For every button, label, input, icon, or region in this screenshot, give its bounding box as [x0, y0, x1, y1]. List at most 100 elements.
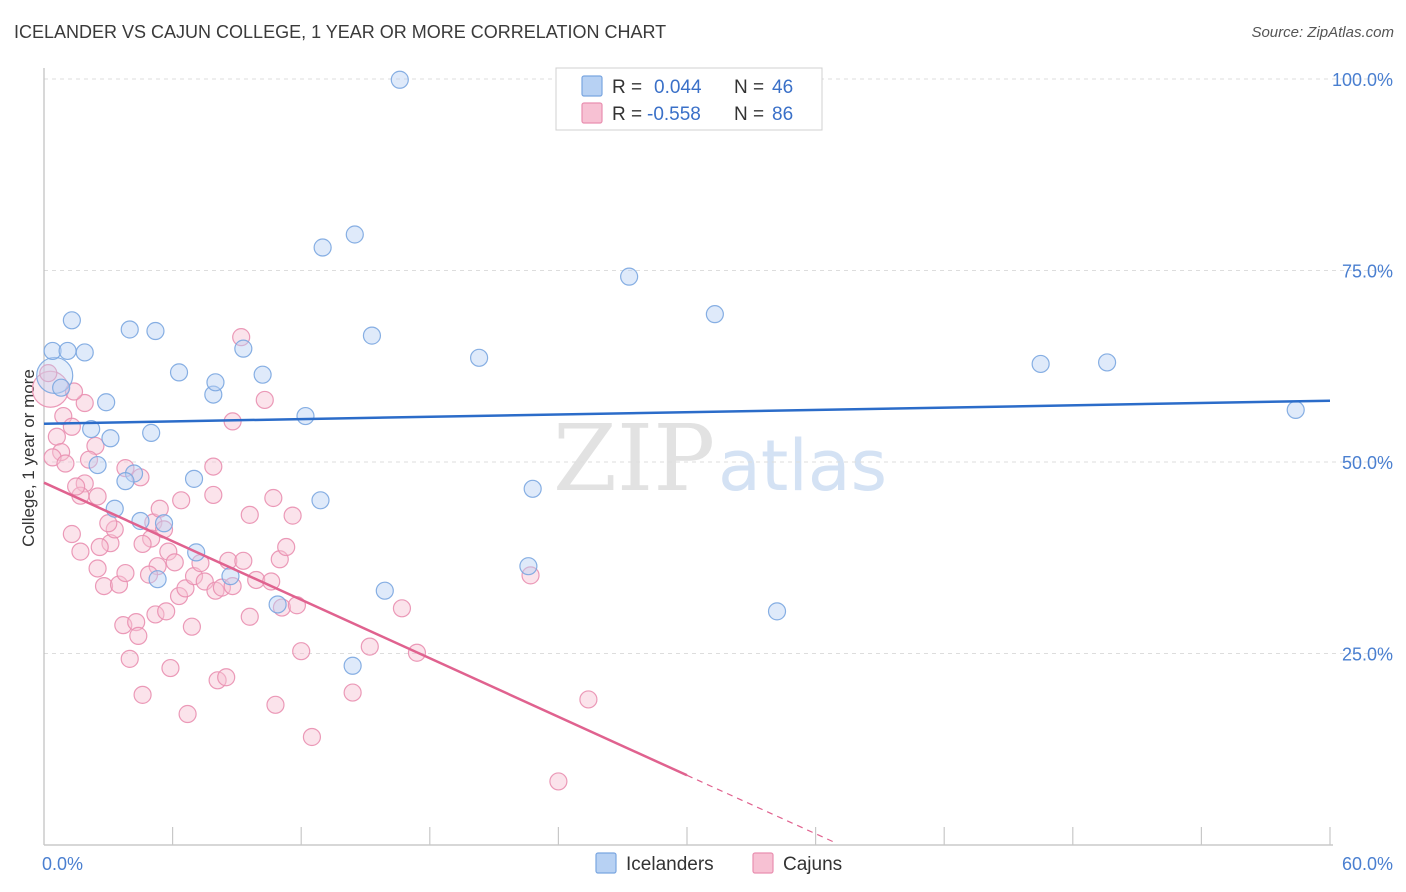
- cajun-point: [343, 683, 362, 702]
- cajun-point: [129, 626, 148, 645]
- y-axis-label: College, 1 year or more: [19, 369, 38, 547]
- bottom-legend-swatch-icelanders: [595, 852, 617, 874]
- icelander-point: [142, 423, 161, 442]
- legend-r-value-cajuns: -0.558: [647, 104, 701, 125]
- cajun-point: [579, 690, 598, 709]
- icelander-point: [296, 406, 315, 426]
- icelander-point: [375, 581, 394, 600]
- icelander-point: [268, 595, 287, 614]
- cajun-point: [47, 427, 66, 446]
- y-tick-label: 25.0%: [1342, 645, 1393, 665]
- x-tick-label: 60.0%: [1342, 854, 1393, 874]
- cajun-point: [79, 450, 99, 469]
- icelander-point: [345, 225, 364, 244]
- icelander-point: [58, 341, 77, 361]
- cajuns-trend-extension: [686, 774, 838, 845]
- bottom-legend-label-cajuns: Cajuns: [783, 854, 842, 875]
- icelander-point: [1286, 400, 1305, 420]
- icelander-point: [146, 321, 165, 341]
- icelander-point: [767, 602, 787, 621]
- cajun-point: [240, 607, 259, 626]
- cajun-point: [157, 602, 176, 621]
- cajun-point: [62, 417, 81, 436]
- y-tick-label: 75.0%: [1342, 262, 1393, 282]
- icelander-point: [82, 419, 101, 439]
- icelanders-trend-line: [43, 399, 1331, 425]
- correlation-legend: R = 0.044 N = 46 R = -0.558 N = 86: [555, 67, 823, 131]
- icelander-point: [1097, 353, 1117, 372]
- cajun-point: [127, 612, 146, 632]
- cajun-point: [182, 617, 201, 636]
- cajun-point: [292, 642, 311, 661]
- cajun-point: [31, 370, 70, 408]
- legend-n-label-icelanders: N =: [734, 77, 764, 98]
- cajun-point: [264, 488, 283, 508]
- tick-labels: 25.0% 50.0% 75.0% 100.0% 0.0% 60.0%: [42, 70, 1393, 874]
- cajun-point: [549, 772, 568, 791]
- cajun-point: [116, 459, 135, 478]
- legend-r-label-cajuns: R =: [612, 104, 642, 125]
- cajun-point: [161, 658, 180, 678]
- icelander-point: [311, 491, 330, 510]
- cajun-point: [139, 565, 159, 584]
- legend-r-value-icelanders: 0.044: [654, 77, 702, 98]
- cajun-point: [75, 393, 94, 413]
- legend-n-value-icelanders: 46: [772, 77, 793, 98]
- icelander-point: [234, 339, 253, 358]
- cajun-point: [360, 637, 379, 656]
- cajun-point: [159, 542, 178, 561]
- cajun-point: [88, 559, 107, 578]
- source-label: Source: ZipAtlas.com: [1251, 24, 1394, 41]
- chart-title: ICELANDER VS CAJUN COLLEGE, 1 YEAR OR MO…: [14, 22, 667, 42]
- cajun-point: [240, 505, 259, 524]
- cajun-point: [204, 485, 223, 505]
- cajun-point: [120, 649, 139, 668]
- cajun-point: [94, 576, 114, 596]
- legend-swatch-icelanders: [581, 75, 603, 97]
- icelander-point: [43, 341, 62, 361]
- cajun-point: [234, 551, 253, 570]
- cajun-point: [266, 695, 285, 714]
- icelander-point: [148, 570, 167, 589]
- icelander-point: [362, 326, 382, 345]
- cajun-point: [90, 537, 109, 557]
- bottom-legend-label-icelanders: Icelanders: [626, 854, 714, 875]
- series-legend: Icelanders Cajuns: [595, 852, 842, 875]
- cajun-point: [109, 575, 129, 594]
- trend-lines: [43, 399, 1331, 845]
- icelander-point: [523, 479, 542, 498]
- cajun-point: [178, 704, 197, 724]
- cajun-point: [52, 442, 71, 462]
- icelander-point: [313, 238, 332, 257]
- legend-r-label-icelanders: R =: [612, 77, 642, 98]
- icelander-point: [62, 311, 81, 330]
- bottom-legend-swatch-cajuns: [752, 852, 774, 874]
- cajun-point: [255, 390, 274, 410]
- cajun-point: [56, 454, 75, 473]
- y-tick-label: 50.0%: [1342, 453, 1393, 473]
- cajun-point: [67, 477, 86, 496]
- watermark-atlas: atlas: [718, 425, 887, 507]
- icelander-point: [154, 514, 174, 533]
- icelander-point: [88, 455, 107, 475]
- icelander-point: [1031, 354, 1050, 374]
- cajun-point: [39, 364, 58, 383]
- icelander-point: [519, 557, 538, 576]
- icelander-point: [75, 343, 94, 362]
- cajun-point: [204, 457, 223, 476]
- cajuns-points: [31, 328, 598, 791]
- icelander-point: [705, 305, 724, 324]
- icelander-point: [390, 70, 409, 89]
- icelander-point: [120, 320, 139, 339]
- icelander-point: [343, 656, 362, 675]
- legend-n-value-cajuns: 86: [772, 104, 793, 125]
- icelander-point: [97, 393, 116, 412]
- cajuns-trend-line: [43, 481, 688, 777]
- cajun-point: [283, 506, 302, 525]
- cajun-point: [165, 553, 184, 572]
- icelander-point: [469, 348, 489, 367]
- legend-swatch-cajuns: [581, 102, 603, 124]
- icelander-point: [206, 373, 225, 392]
- cajun-point: [88, 487, 107, 506]
